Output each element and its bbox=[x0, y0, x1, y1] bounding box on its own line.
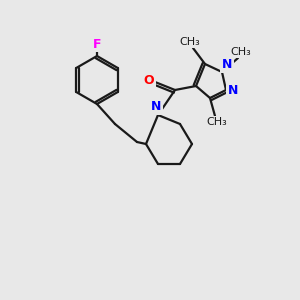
Text: N: N bbox=[228, 85, 238, 98]
Text: CH₃: CH₃ bbox=[231, 47, 251, 57]
Text: N: N bbox=[222, 58, 232, 71]
Text: O: O bbox=[144, 74, 154, 88]
Text: F: F bbox=[93, 38, 101, 50]
Text: CH₃: CH₃ bbox=[180, 37, 200, 47]
Text: N: N bbox=[151, 100, 161, 113]
Text: CH₃: CH₃ bbox=[207, 117, 227, 127]
